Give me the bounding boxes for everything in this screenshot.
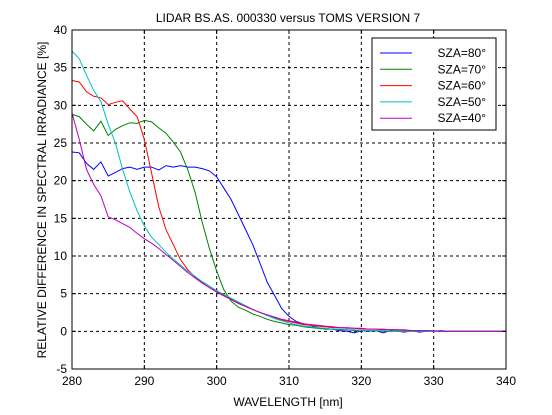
x-tick-label: 280 bbox=[62, 374, 82, 388]
legend-label: SZA=80° bbox=[438, 46, 487, 60]
legend-label: SZA=70° bbox=[438, 62, 487, 76]
x-tick-label: 340 bbox=[496, 374, 516, 388]
series-line-5 bbox=[71, 112, 506, 332]
chart-title: LIDAR BS.AS. 000330 versus TOMS VERSION … bbox=[156, 11, 421, 25]
series-group bbox=[71, 50, 506, 334]
legend-label: SZA=40° bbox=[438, 111, 487, 125]
x-tick-label: 320 bbox=[351, 374, 371, 388]
y-tick-label: 30 bbox=[54, 98, 68, 112]
x-tick-label: 290 bbox=[134, 374, 154, 388]
legend-label: SZA=60° bbox=[438, 79, 487, 93]
y-tick-label: 10 bbox=[54, 249, 68, 263]
y-tick-label: 25 bbox=[54, 136, 68, 150]
x-axis-title: WAVELENGTH [nm] bbox=[233, 395, 342, 409]
y-tick-label: 35 bbox=[54, 61, 68, 75]
series-line-4 bbox=[71, 50, 506, 332]
legend-label: SZA=50° bbox=[438, 95, 487, 109]
x-tick-label: 300 bbox=[207, 374, 227, 388]
x-tick-label: 310 bbox=[279, 374, 299, 388]
ticks: 280 290 300 310 320 330 340 -5 0 5 10 15 20 25 30 35 40 bbox=[54, 23, 517, 388]
y-tick-label: 0 bbox=[60, 324, 67, 338]
y-tick-label: -5 bbox=[56, 362, 67, 376]
y-axis-title: RELATIVE DIFFERENCE IN SPECTRAL IRRADIAN… bbox=[35, 42, 49, 359]
y-tick-label: 20 bbox=[54, 174, 68, 188]
x-tick-label: 330 bbox=[424, 374, 444, 388]
y-tick-label: 40 bbox=[54, 23, 68, 37]
legend: SZA=80° SZA=70° SZA=60° SZA=50° SZA=40° bbox=[371, 37, 497, 131]
y-tick-label: 15 bbox=[54, 211, 68, 225]
y-tick-label: 5 bbox=[60, 287, 67, 301]
